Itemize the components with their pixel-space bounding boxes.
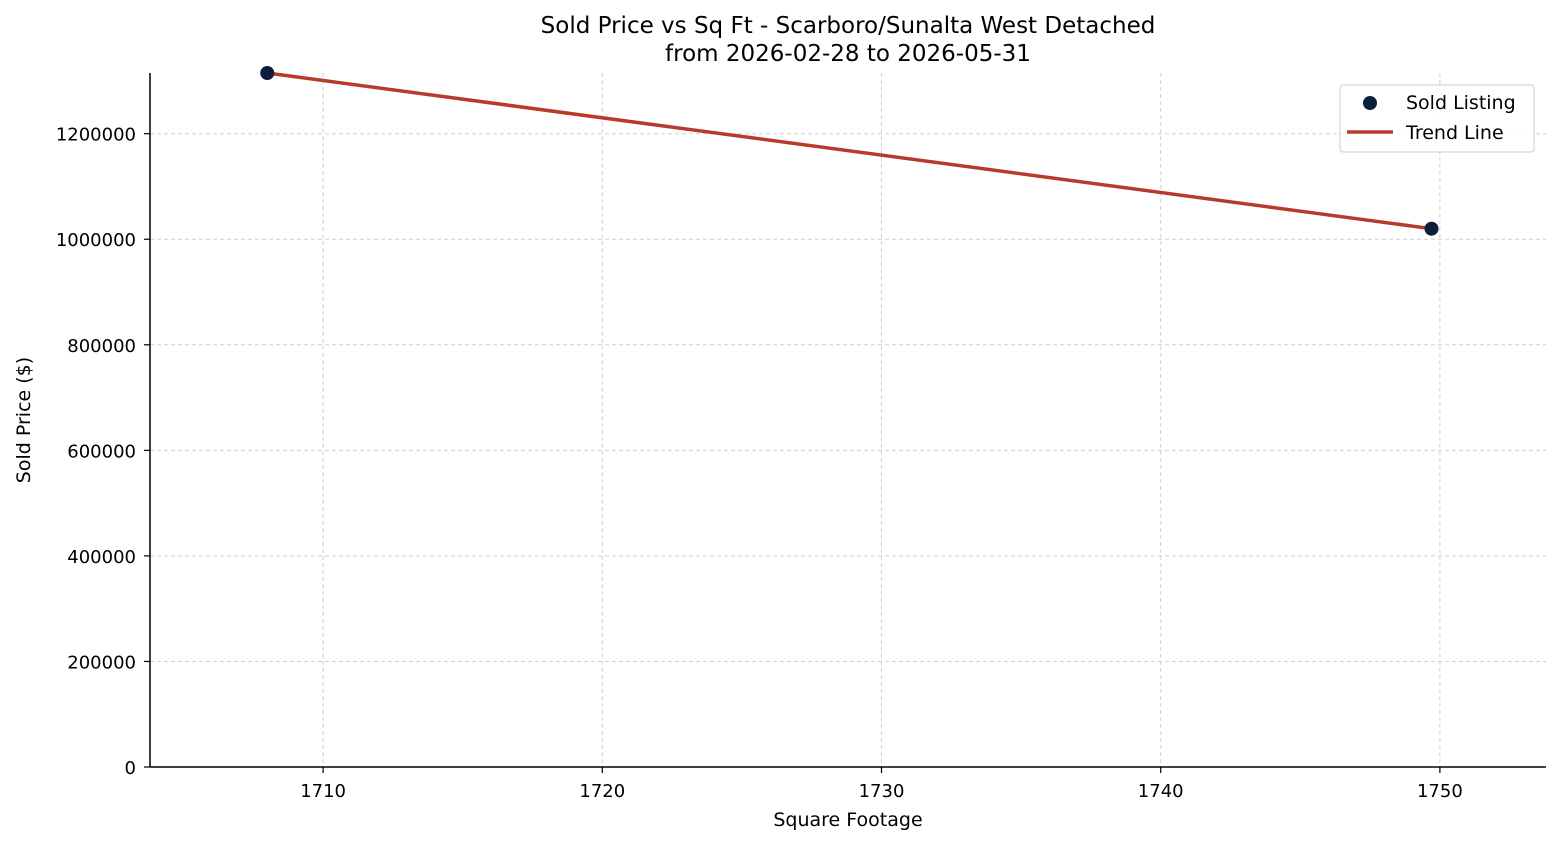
ticks: 1710 1720 1730 1740 1750 0 200000 400000 600000 8… (56, 125, 1463, 802)
chart-title: Sold Price vs Sq Ft - Scarboro/Sunalta W… (541, 13, 1156, 39)
y-tick-label-0: 0 (125, 758, 136, 779)
sold-listing-point-0 (260, 66, 275, 80)
trend-line (267, 71, 1432, 231)
y-tick-label-5: 1000000 (56, 230, 136, 251)
y-axis-label: Sold Price ($) (13, 357, 35, 483)
legend-label-sold-listing: Sold Listing (1406, 92, 1516, 114)
y-tick-label-4: 800000 (67, 336, 136, 357)
x-tick-label-1: 1720 (579, 781, 625, 802)
series (260, 66, 1439, 236)
legend-box (1339, 84, 1535, 153)
legend: Sold Listing Trend Line (1339, 84, 1535, 153)
x-axis-label: Square Footage (773, 809, 922, 831)
x-tick-label-3: 1740 (1138, 781, 1184, 802)
y-tick-label-3: 600000 (67, 441, 136, 462)
x-tick-label-0: 1710 (300, 781, 346, 802)
y-tick-label-6: 1200000 (56, 125, 136, 146)
legend-label-trend-line: Trend Line (1405, 122, 1504, 144)
axes (149, 73, 1546, 768)
sold-listing-point-1 (1424, 221, 1439, 236)
y-tick-label-1: 200000 (67, 652, 136, 673)
x-tick-label-2: 1730 (859, 781, 905, 802)
x-tick-label-4: 1750 (1417, 781, 1463, 802)
grid (150, 73, 1546, 768)
y-tick-label-2: 400000 (67, 547, 136, 568)
chart-subtitle: from 2026-02-28 to 2026-05-31 (665, 41, 1031, 67)
legend-marker-sold-listing (1363, 96, 1377, 110)
